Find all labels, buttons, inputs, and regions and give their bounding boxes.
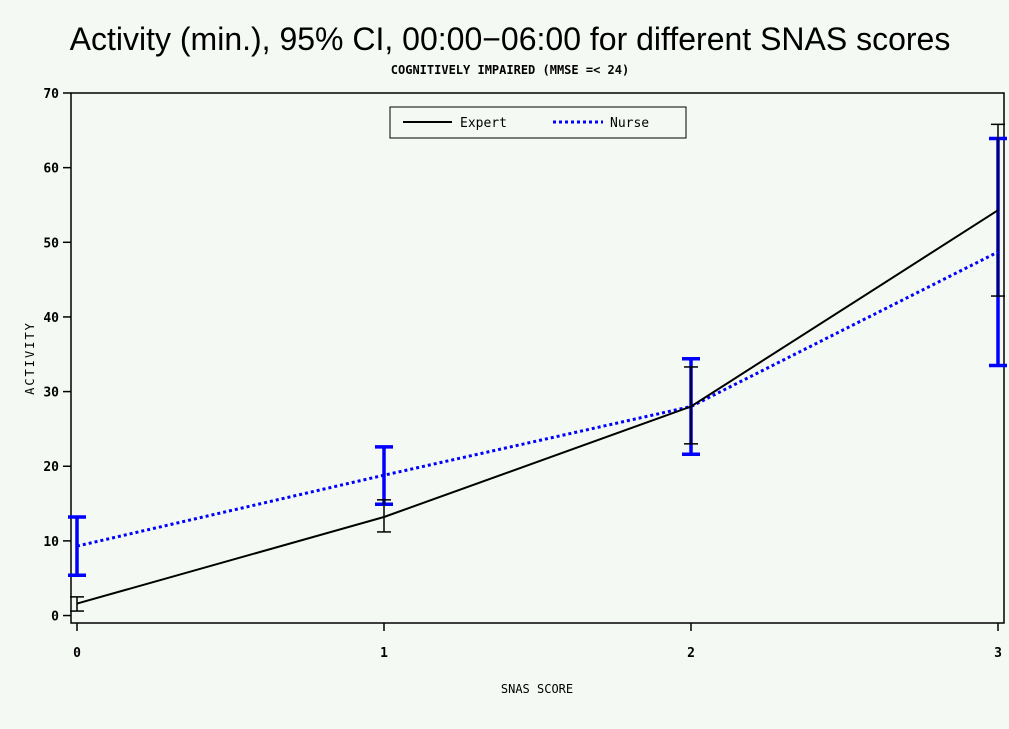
y-axis: 0 10 20 30 40 50 60 70 <box>43 87 71 625</box>
y-tick-label: 0 <box>51 610 59 625</box>
y-tick-label: 60 <box>43 162 59 177</box>
legend-label-nurse: Nurse <box>610 116 649 131</box>
y-tick-label: 40 <box>43 311 59 326</box>
series-line-nurse <box>76 250 999 548</box>
y-tick-label: 50 <box>43 236 59 251</box>
chart-subtitle: COGNITIVELY IMPAIRED (MMSE =< 24) <box>391 63 629 77</box>
series-layer <box>68 123 1007 612</box>
series-line-expert <box>76 209 999 605</box>
y-tick-label: 30 <box>43 386 59 401</box>
y-tick-label: 20 <box>43 460 59 475</box>
x-tick-label: 0 <box>73 646 81 661</box>
legend: Expert Nurse <box>389 106 687 139</box>
y-tick-label: 10 <box>43 535 59 550</box>
x-axis: 0 1 2 3 <box>73 623 1002 661</box>
x-axis-label: SNAS SCORE <box>501 682 573 696</box>
x-tick-label: 3 <box>994 646 1002 661</box>
chart-title: Activity (min.), 95% CI, 00:00−06:00 for… <box>70 21 951 57</box>
y-axis-label: ACTIVITY <box>23 321 37 395</box>
x-tick-label: 1 <box>380 646 388 661</box>
plot-frame <box>70 92 1005 624</box>
legend-label-expert: Expert <box>460 116 507 131</box>
x-tick-label: 2 <box>687 646 695 661</box>
y-tick-label: 70 <box>43 87 59 102</box>
errorbar-expert <box>70 596 84 612</box>
errorbar-expert <box>377 499 391 533</box>
